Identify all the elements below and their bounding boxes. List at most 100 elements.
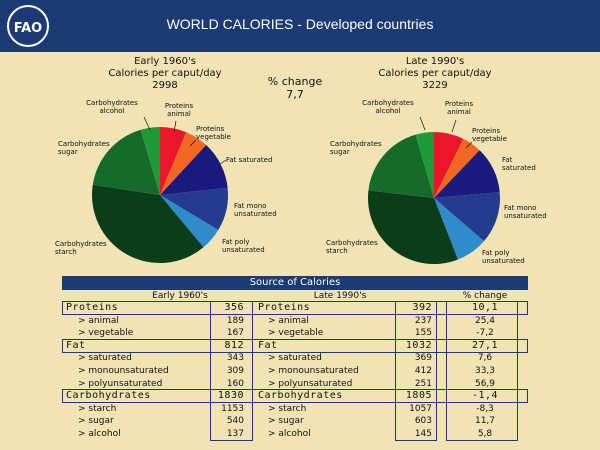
row-label-late: > animal — [268, 316, 309, 326]
row-label-late: > vegetable — [268, 328, 324, 338]
pie-slice-carbohydrates-sugar — [368, 134, 434, 198]
row-value-late: 412 — [414, 366, 432, 376]
row-value-early: 189 — [226, 316, 244, 326]
row-value-late: 145 — [414, 429, 432, 439]
row-value-early: 812 — [224, 340, 244, 351]
pie-slice-carbohydrates-alcohol — [415, 132, 434, 198]
row-value-early: 160 — [226, 379, 244, 389]
row-label-late: > monounsaturated — [268, 366, 359, 376]
row-value-change: 25,4 — [474, 316, 496, 326]
row-label-early: Proteins — [66, 302, 119, 313]
row-value-late: 237 — [414, 316, 432, 326]
pie-early-heading: Early 1960's Calories per caput/day 2998 — [90, 56, 240, 92]
pie-leader-line — [219, 159, 227, 165]
pie-label: Proteins vegetable — [196, 125, 231, 141]
row-label-early: Carbohydrates — [66, 390, 151, 401]
row-value-change: 27,1 — [471, 340, 499, 351]
col-header-early: Early 1960's — [152, 291, 208, 301]
row-value-early: 356 — [224, 302, 244, 313]
pie-slice-proteins-animal — [160, 127, 187, 195]
row-value-change: 56,9 — [474, 379, 496, 389]
row-label-early: > saturated — [78, 353, 132, 363]
logo-text: FAO — [14, 21, 43, 36]
pie-label: Carbohydrates sugar — [58, 140, 110, 156]
pie-slice-fat-mono-unsaturated — [160, 187, 228, 231]
row-value-change: 33,3 — [474, 366, 496, 376]
row-label-early: > monounsaturated — [78, 366, 169, 376]
row-label-late: > sugar — [268, 416, 304, 426]
change-indicator: % change 7,7 — [255, 75, 335, 101]
table-title: Source of Calories — [62, 276, 528, 290]
header-bar: FAO WORLD CALORIES - Developed countries — [0, 0, 600, 52]
row-label-early: > starch — [78, 404, 117, 414]
row-value-early: 137 — [226, 429, 244, 439]
pie-leader-line — [143, 116, 151, 131]
row-value-change: -8,3 — [476, 404, 494, 414]
row-value-late: 155 — [414, 328, 432, 338]
pie-label: Fat poly unsaturated — [222, 238, 265, 254]
pie-label: Carbohydrates alcohol — [86, 99, 138, 115]
row-label-late: Carbohydrates — [258, 390, 343, 401]
row-label-late: > alcohol — [268, 429, 311, 439]
pie-late: Proteins animal Proteins vegetable Fat satura… — [326, 99, 547, 265]
pie-label: Fat poly unsaturated — [482, 249, 525, 265]
row-label-early: > polyunsaturated — [78, 379, 163, 389]
row-value-early: 540 — [226, 416, 244, 426]
row-label-early: > animal — [78, 316, 119, 326]
pie-slice-carbohydrates-sugar — [92, 129, 160, 195]
row-label-early: > alcohol — [78, 429, 121, 439]
pie-slice-proteins-animal — [434, 132, 464, 198]
row-value-late: 369 — [414, 353, 432, 363]
row-label-late: > polyunsaturated — [268, 379, 353, 389]
group-row-box — [62, 389, 528, 403]
row-value-early: 1153 — [221, 404, 244, 414]
row-value-early: 343 — [226, 353, 244, 363]
pie-slice-carbohydrates-starch — [368, 190, 458, 265]
page-title: WORLD CALORIES - Developed countries — [166, 16, 434, 32]
row-label-late: > starch — [268, 404, 307, 414]
pie-slice-fat-saturated — [160, 145, 228, 195]
pie-leader-line — [173, 120, 177, 133]
row-value-early: 167 — [226, 328, 244, 338]
pie-slice-proteins-vegetable — [160, 132, 207, 195]
row-label-early: Fat — [66, 340, 86, 351]
pie-leader-line — [451, 119, 457, 133]
row-value-late: 251 — [414, 379, 432, 389]
value-column-box — [446, 301, 518, 441]
pie-early-total: 2998 — [152, 80, 178, 91]
value-column-box — [210, 301, 253, 441]
pie-early-title: Early 1960's — [134, 56, 196, 67]
pie-slice-carbohydrates-alcohol — [140, 127, 160, 195]
row-label-early: > vegetable — [78, 328, 134, 338]
row-value-late: 603 — [414, 416, 432, 426]
col-header-change: % change — [462, 291, 508, 301]
pie-label: Proteins vegetable — [472, 127, 507, 143]
pie-slice-carbohydrates-starch — [91, 184, 204, 263]
pie-late-heading: Late 1990's Calories per caput/day 3229 — [360, 56, 510, 92]
row-value-change: -7,2 — [476, 328, 494, 338]
row-value-late: 1032 — [405, 340, 432, 351]
row-value-late: 392 — [412, 302, 432, 313]
pie-leader-line — [189, 139, 197, 147]
row-value-early: 1830 — [217, 390, 244, 401]
pie-leader-line — [465, 141, 473, 149]
pie-late-subtitle: Calories per caput/day — [378, 68, 492, 79]
pie-slice-fat-mono-unsaturated — [434, 192, 500, 242]
pie-late-title: Late 1990's — [405, 56, 465, 67]
pie-label: Fat saturated — [226, 156, 272, 164]
col-header-late: Late 1990's — [313, 291, 367, 301]
pie-label: Proteins animal — [445, 100, 474, 116]
row-value-change: 11,7 — [474, 416, 496, 426]
pie-slice-fat-saturated — [434, 150, 500, 198]
pie-label: Fat saturated — [502, 156, 536, 172]
row-value-change: 7,6 — [477, 353, 493, 363]
group-row-box — [62, 339, 528, 353]
row-label-late: Fat — [258, 340, 278, 351]
row-label-early: > sugar — [78, 416, 114, 426]
group-row-box — [62, 301, 528, 315]
pie-label: Carbohydrates starch — [55, 240, 107, 256]
change-label: % change — [267, 75, 323, 88]
pie-leader-line — [419, 116, 426, 131]
pie-label: Proteins animal — [165, 102, 194, 118]
